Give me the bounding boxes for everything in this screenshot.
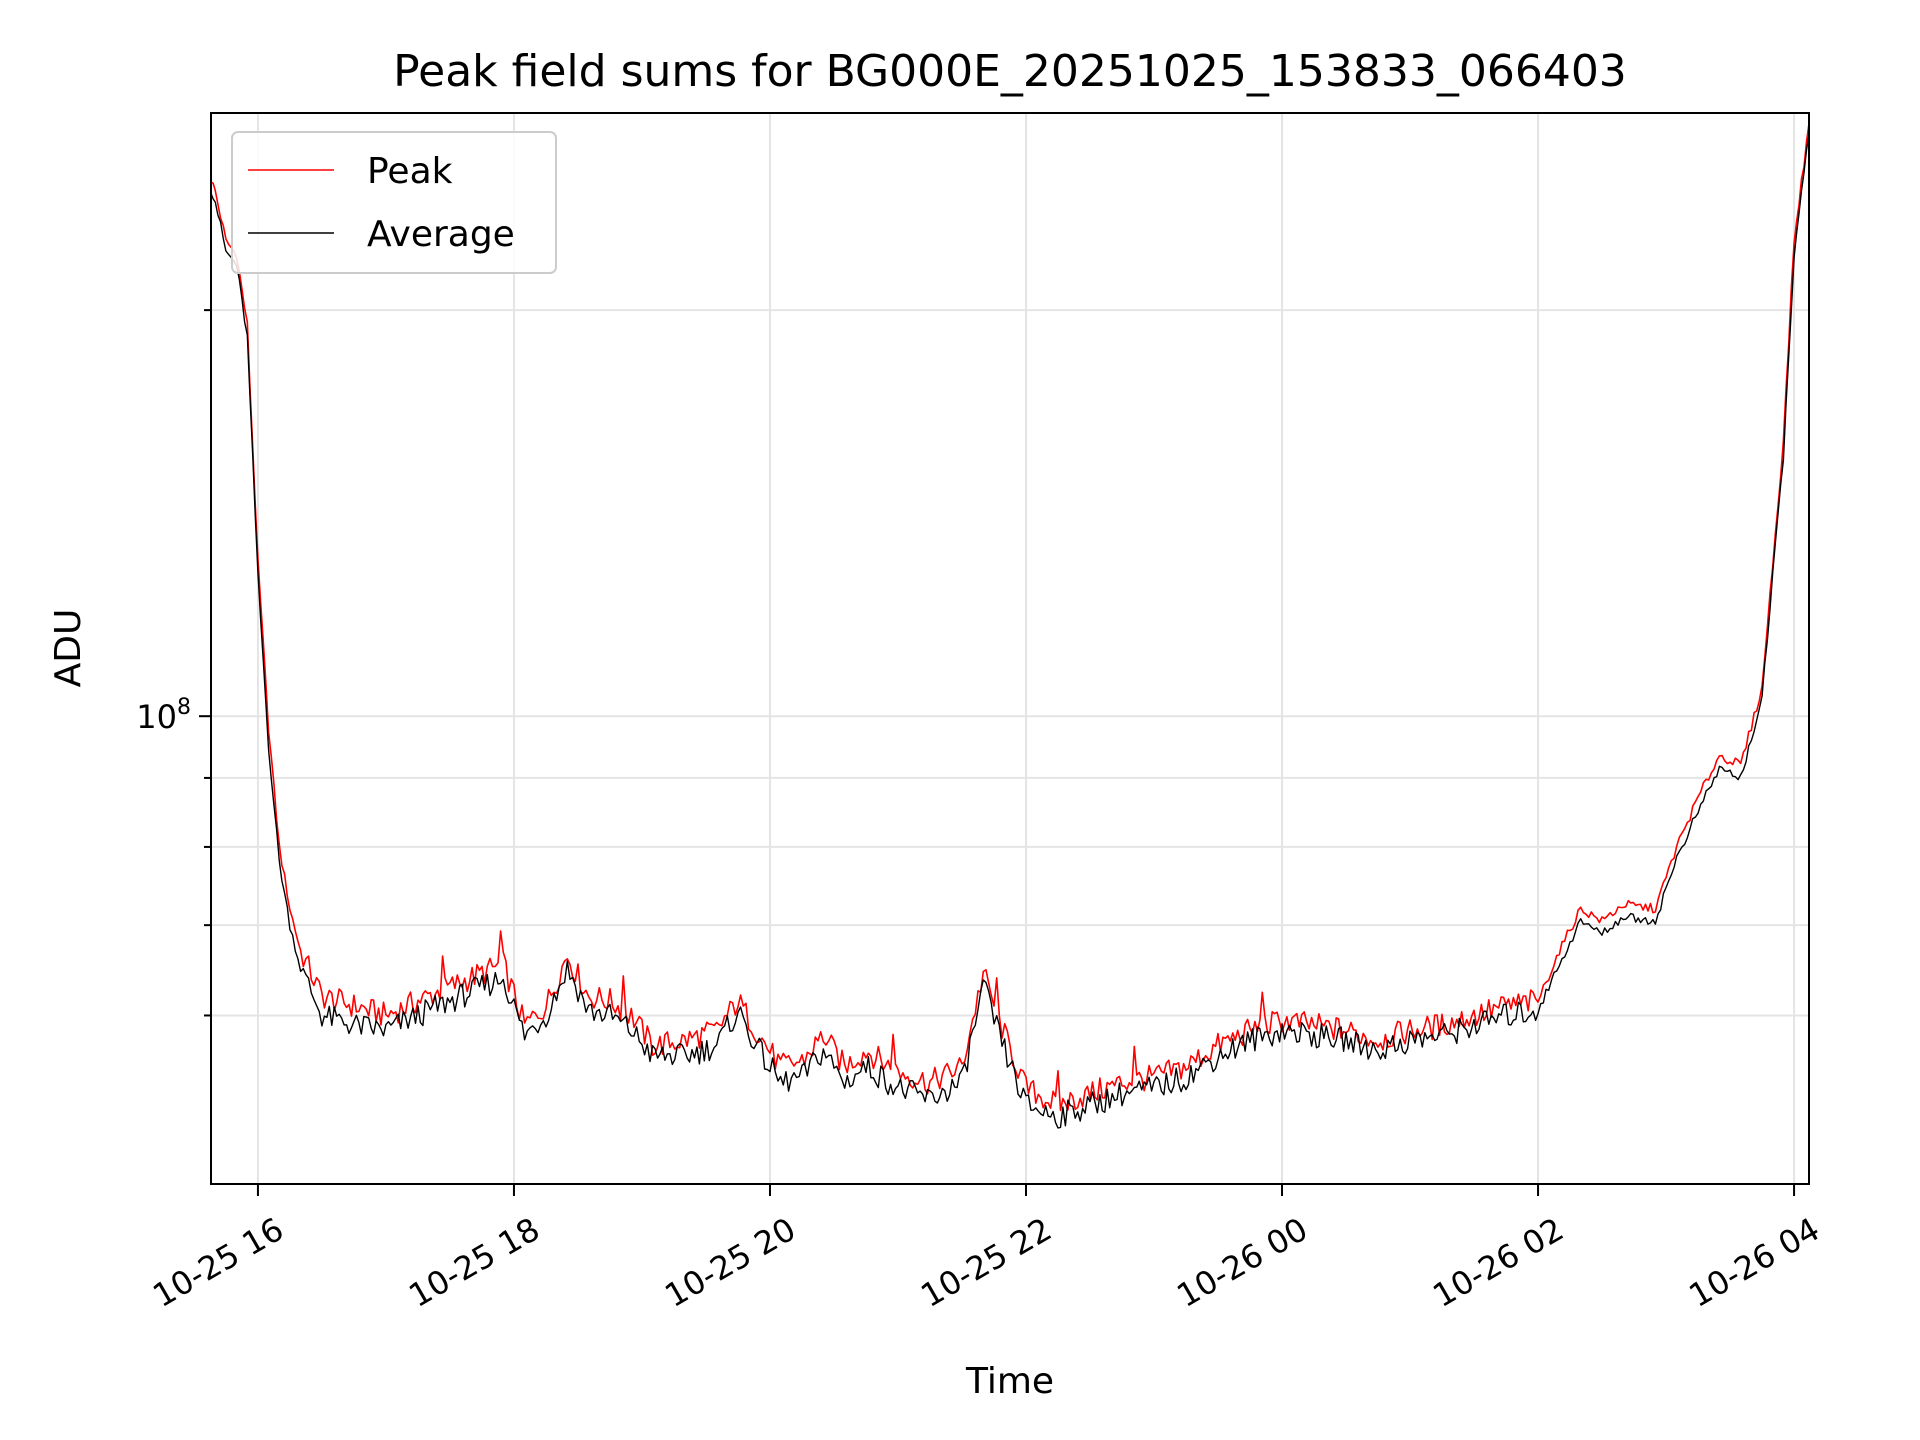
plot-area [210, 123, 1810, 1129]
series-line-peak [210, 123, 1810, 1112]
legend-label-peak: Peak [367, 151, 453, 192]
y-tick-label: 108 [136, 695, 191, 736]
chart-title: Peak field sums for BG000E_20251025_1538… [393, 46, 1627, 97]
grid [211, 113, 1809, 1184]
plot-frame [210, 112, 1810, 1185]
y-tick-label-exponent: 8 [177, 695, 191, 720]
y-tick-label-base: 10 [136, 698, 177, 736]
legend: Peak Average [231, 131, 557, 274]
legend-label-average: Average [367, 214, 515, 255]
legend-box [231, 131, 557, 274]
y-axis-label: ADU [48, 609, 89, 688]
y-axis: 108 [136, 309, 211, 1017]
series-line-average [210, 134, 1810, 1129]
x-axis-label: Time [965, 1361, 1054, 1402]
